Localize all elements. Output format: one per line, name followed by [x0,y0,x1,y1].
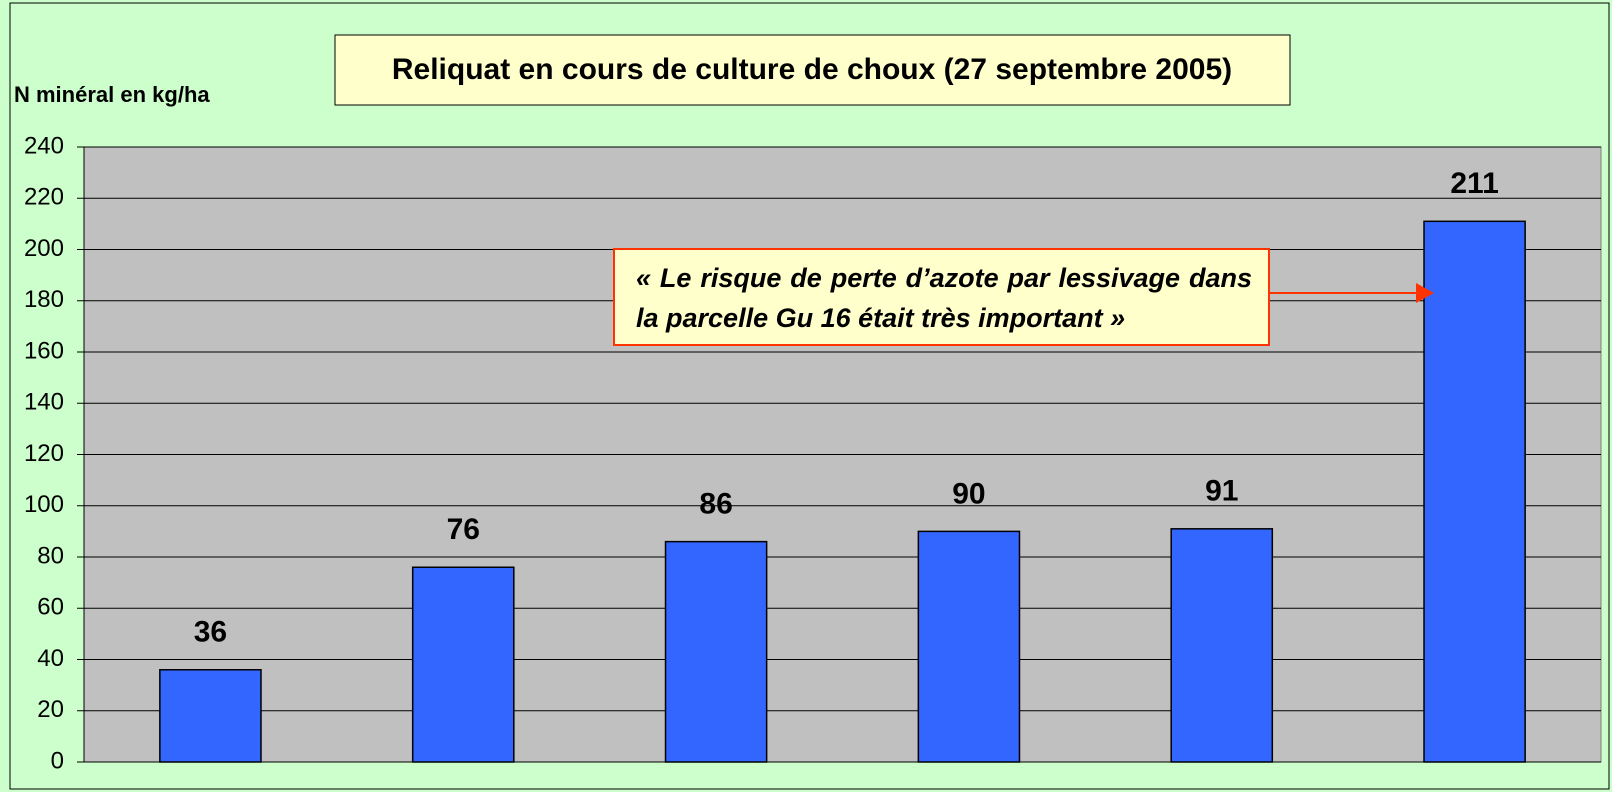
y-axis-label: N minéral en kg/ha [14,82,210,107]
data-label: 36 [194,616,227,649]
y-tick-label: 40 [37,645,64,672]
y-tick-label: 60 [37,594,64,621]
y-tick-label: 220 [24,184,64,211]
y-tick-label: 160 [24,337,64,364]
y-tick-label: 20 [37,696,64,723]
y-tick-label: 200 [24,235,64,262]
y-tick-label: 100 [24,491,64,518]
bar [664,540,768,763]
data-label: 91 [1205,475,1238,508]
y-tick-label: 80 [37,542,64,569]
data-label: 90 [952,477,985,510]
data-label: 211 [1450,167,1498,200]
chart-border [9,2,1610,790]
y-tick-label: 180 [24,286,64,313]
bar [1170,528,1274,763]
title-box [334,34,1291,106]
y-tick-label: 0 [51,747,64,774]
y-tick-label: 140 [24,389,64,416]
data-label: 76 [447,513,480,546]
bar [917,530,1021,763]
annotation-box [613,248,1270,346]
chart-title: Reliquat en cours de culture de choux (2… [392,53,1232,86]
annotation-arrowhead [1416,283,1434,303]
data-label: 86 [699,488,732,521]
bar [159,669,262,763]
annotation-text: « Le risque de perte d’azote par lessiva… [636,263,1252,333]
y-tick-label: 120 [24,440,64,467]
y-tick-label: 240 [24,132,64,159]
bar [1423,220,1526,763]
bar [411,566,515,763]
